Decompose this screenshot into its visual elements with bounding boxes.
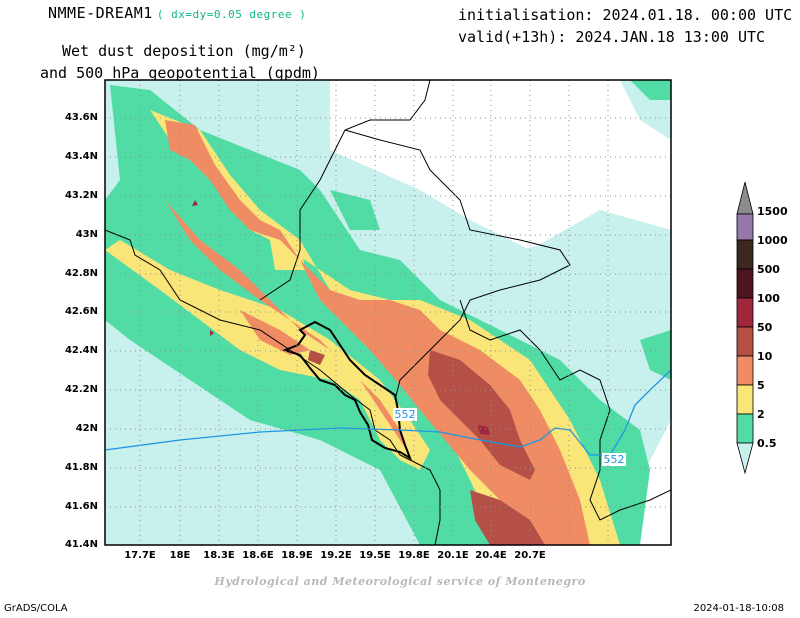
lon-label: 20.4E — [475, 550, 507, 561]
contour-label-box-2 — [602, 453, 626, 466]
legend-label: 5 — [757, 379, 765, 392]
field-title-line1: Wet dust deposition (mg/m²) — [62, 42, 306, 60]
deposition-level-50 — [308, 350, 545, 545]
legend-label: 10 — [757, 350, 773, 363]
lat-label: 43.4N — [64, 151, 98, 162]
legend-swatch-1000 — [736, 239, 754, 270]
geopotential-contour-552 — [105, 369, 671, 456]
legend-swatch-500 — [736, 268, 754, 299]
legend-label: 0.5 — [757, 437, 777, 450]
legend-label: 500 — [757, 263, 780, 276]
contour-label-box-1 — [393, 408, 417, 421]
legend-swatch-1500 — [736, 213, 754, 241]
valid-time: valid(+13h): 2024.JAN.18 13:00 UTC — [458, 28, 766, 46]
lat-label: 41.6N — [64, 501, 98, 512]
initialisation-time: initialisation: 2024.01.18. 00:00 UTC — [458, 6, 793, 24]
lon-label: 20.1E — [437, 550, 469, 561]
legend-swatch-50 — [736, 326, 754, 357]
lon-label: 20.7E — [514, 550, 546, 561]
lat-label: 42.4N — [64, 345, 98, 356]
model-title: NMME-DREAM1( dx=dy=0.05 degree ) — [48, 4, 306, 22]
legend-arrow-top — [736, 181, 754, 215]
lat-label: 41.8N — [64, 462, 98, 473]
lat-label: 43N — [75, 229, 98, 240]
lon-label: 18.6E — [242, 550, 274, 561]
model-name: NMME-DREAM1 — [48, 4, 153, 22]
credit-text: Hydrological and Meteorological service … — [214, 575, 586, 588]
legend-swatch-5 — [736, 384, 754, 415]
legend-label: 1500 — [757, 205, 788, 218]
deposition-field — [105, 80, 671, 545]
legend-swatch-10 — [736, 355, 754, 386]
legend-arrow-bottom — [736, 442, 754, 475]
contour-label-2: 552 — [604, 453, 625, 466]
lat-label: 43.2N — [64, 190, 98, 201]
generated-timestamp: 2024-01-18-10:08 — [693, 603, 784, 614]
lon-label: 17.7E — [124, 550, 156, 561]
lat-label: 42.2N — [64, 384, 98, 395]
lat-label: 42N — [75, 423, 98, 434]
legend-label: 50 — [757, 321, 773, 334]
deposition-level-100 — [192, 200, 490, 435]
legend-swatch-2 — [736, 413, 754, 444]
legend-label: 1000 — [757, 234, 788, 247]
legend-swatch-100 — [736, 297, 754, 328]
field-title-line2: and 500 hPa geopotential (gpdm) — [40, 64, 320, 82]
lon-label: 18.3E — [203, 550, 235, 561]
lat-label: 42.8N — [64, 268, 98, 279]
montenegro-outline — [282, 320, 412, 461]
map-frame — [104, 79, 672, 546]
software-label: GrADS/COLA — [4, 603, 68, 614]
lat-label: 41.4N — [64, 539, 98, 550]
legend-label: 2 — [757, 408, 765, 421]
contour-label-1: 552 — [395, 408, 416, 421]
resolution-label: ( dx=dy=0.05 degree ) — [156, 8, 307, 21]
legend-colorbar — [736, 181, 754, 475]
lon-label: 19.8E — [398, 550, 430, 561]
lat-label: 42.6N — [64, 306, 98, 317]
lon-label: 18E — [169, 550, 191, 561]
legend-label: 100 — [757, 292, 780, 305]
lat-label: 43.6N — [64, 112, 98, 123]
lon-label: 18.9E — [281, 550, 313, 561]
lon-label: 19.2E — [320, 550, 352, 561]
lon-label: 19.5E — [359, 550, 391, 561]
